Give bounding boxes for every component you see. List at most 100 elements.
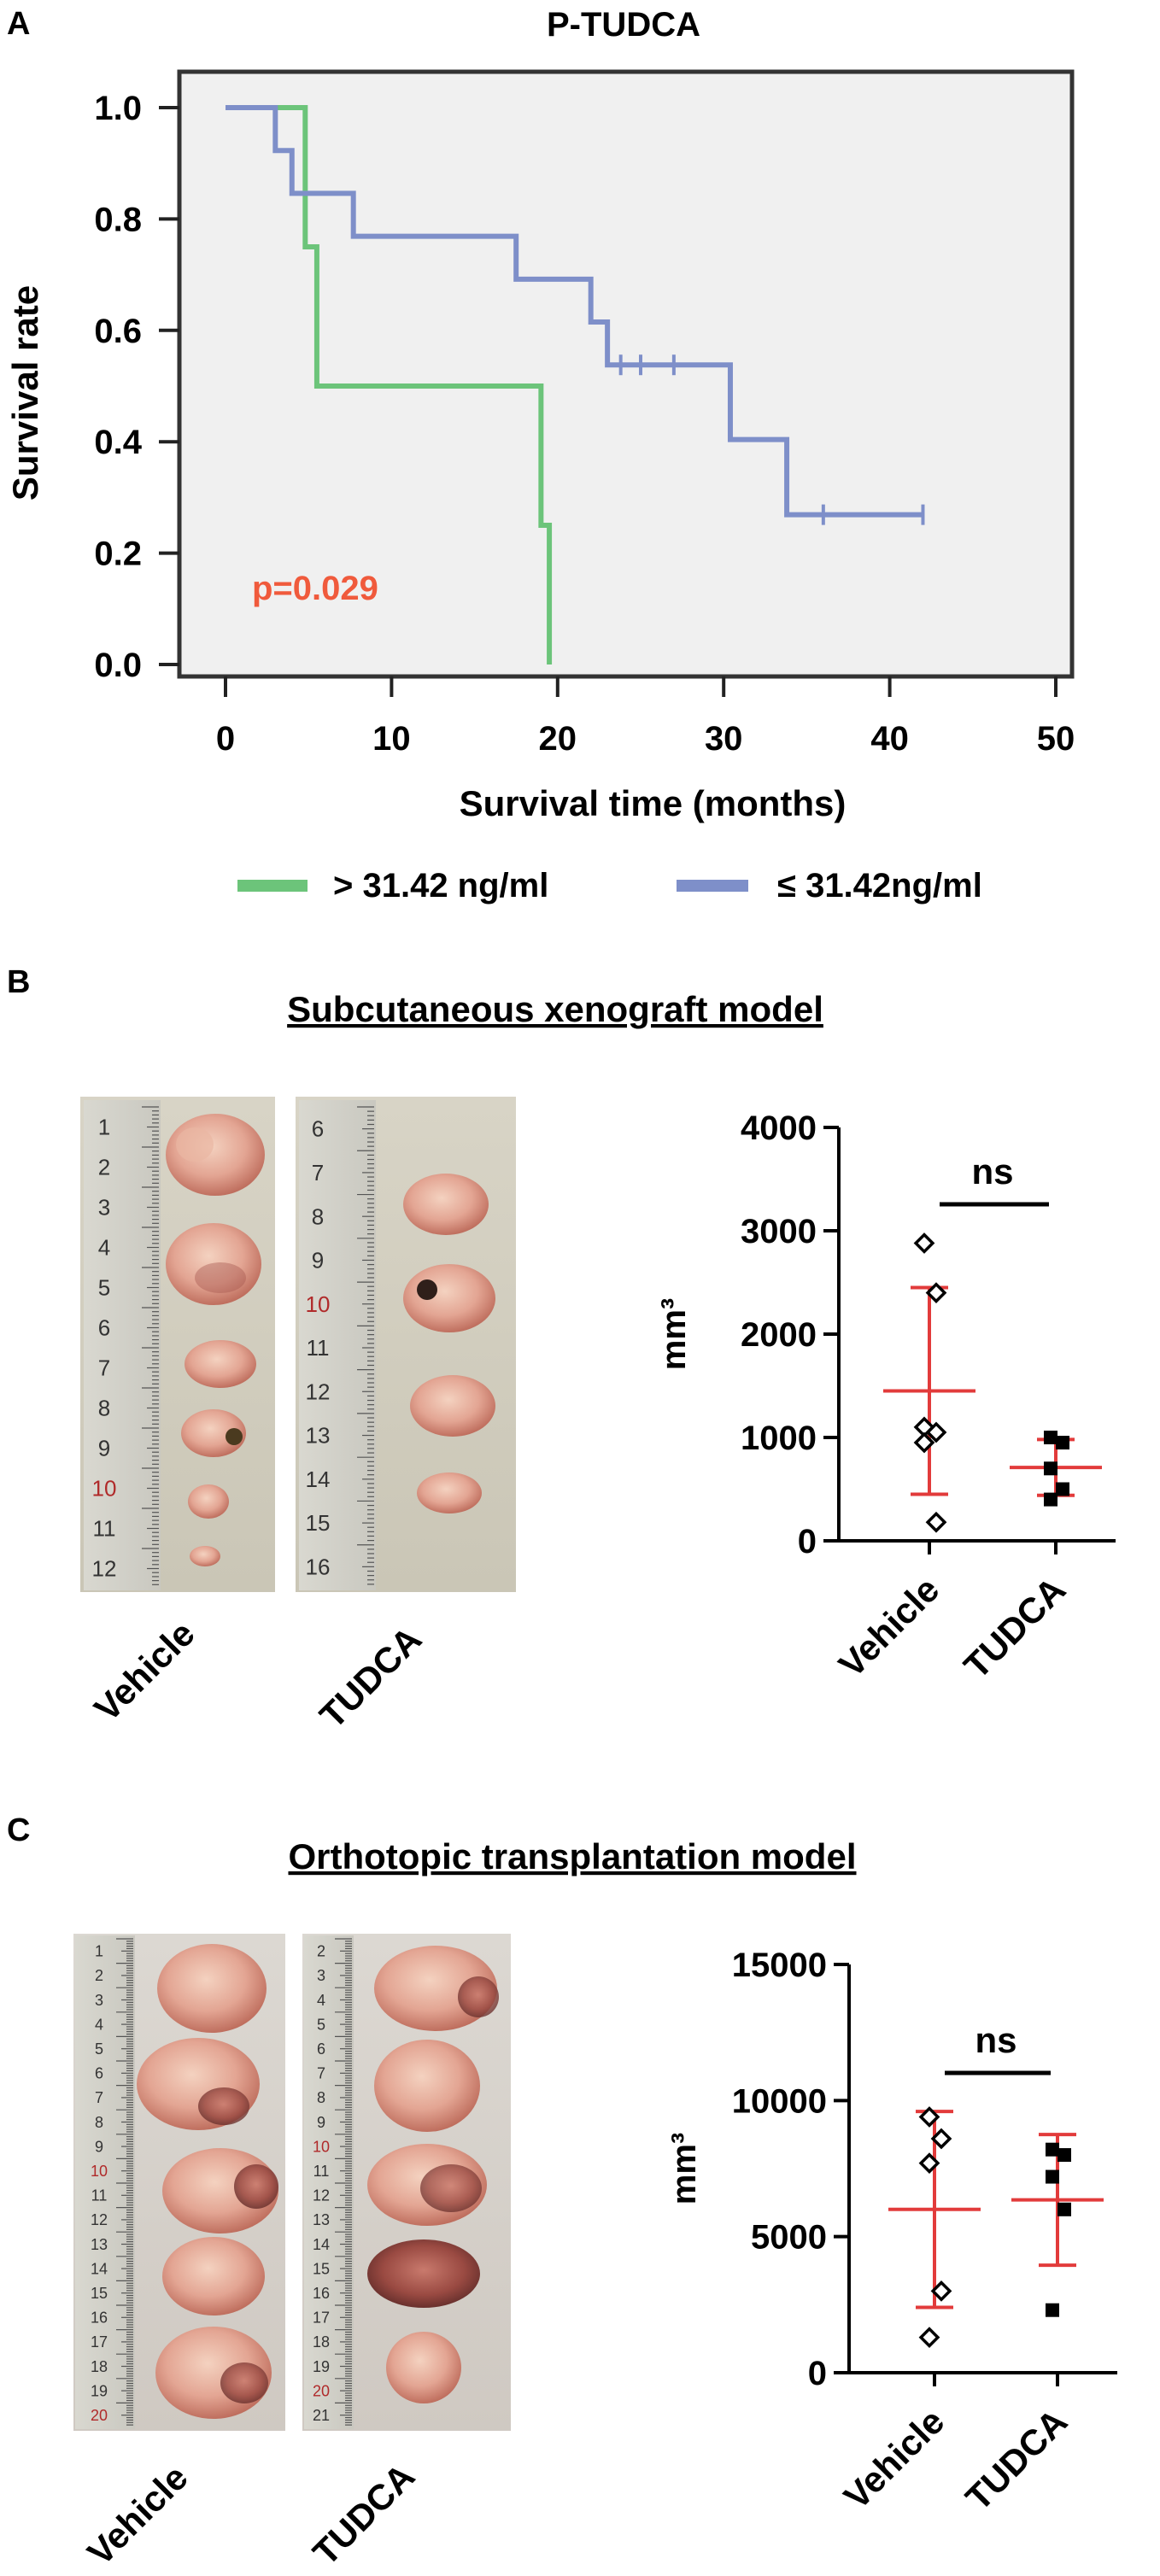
ruler-label: 9 <box>317 2114 325 2131</box>
ruler-label: 6 <box>98 1315 110 1341</box>
tumors-c-tudca <box>367 1946 499 2403</box>
ruler-label: 14 <box>313 2236 330 2253</box>
km-x-tick-label: 20 <box>539 720 577 758</box>
ruler-label: 8 <box>312 1203 324 1229</box>
photo-c-label-vehicle: Vehicle <box>79 2457 196 2573</box>
legend-label-high: > 31.42 ng/ml <box>333 867 548 905</box>
ruler-label: 17 <box>91 2333 108 2351</box>
significance-label: ns <box>975 2020 1016 2060</box>
data-point-vehicle <box>918 2152 940 2175</box>
data-point-tudca <box>1044 1431 1057 1444</box>
ruler-label: 14 <box>306 1467 331 1492</box>
ruler-label: 1 <box>95 1943 103 1960</box>
ruler-label: 15 <box>91 2285 108 2302</box>
km-y-tick-label: 1.0 <box>94 90 142 127</box>
ruler-label: 5 <box>95 2040 103 2058</box>
data-point-tudca <box>1046 2142 1059 2157</box>
ruler-label: 9 <box>98 1436 110 1461</box>
dot-y-tick-label: 1000 <box>741 1420 817 1457</box>
photo-c-label-tudca: TUDCA <box>305 2456 422 2573</box>
km-y-axis: 0.0 0.2 0.4 0.6 0.8 1.0 <box>94 90 179 684</box>
ruler-label: 8 <box>98 1396 110 1421</box>
panel-c: C Orthotopic transplantation model 12345… <box>7 1812 1117 2573</box>
data-point-vehicle <box>925 1282 947 1303</box>
photo-c-tudca: 2 3 4 5 6 7 8 9 10 11 12 13 14 15 16 17 18 19 20 21 <box>302 1934 511 2431</box>
ruler-label: 10 <box>92 1476 117 1502</box>
ruler-b-right-ticks: 6 7 8 9 10 11 12 13 14 15 16 <box>306 1106 374 1585</box>
ruler-label: 19 <box>91 2382 108 2399</box>
data-point-vehicle <box>918 2106 940 2128</box>
dot-y-tick-label: 0 <box>808 2355 827 2392</box>
ruler-c-right-ticks: 2 3 4 5 6 7 8 9 10 11 12 13 14 15 16 17 18 19 20 21 <box>313 1938 352 2426</box>
ruler-label: 6 <box>317 2040 325 2058</box>
ruler-label: 16 <box>313 2285 330 2302</box>
dot-y-tick-label: 0 <box>798 1523 817 1560</box>
km-curves <box>226 105 925 664</box>
ruler-label: 15 <box>313 2260 330 2277</box>
km-y-label: Survival rate <box>5 285 45 501</box>
dot-x-tick-label: Vehicle <box>831 1569 947 1685</box>
dot-x-tick-label: Vehicle <box>836 2401 952 2517</box>
ruler-label: 8 <box>95 2114 103 2131</box>
ruler-label: 10 <box>306 1291 331 1317</box>
km-x-tick-label: 50 <box>1037 720 1075 758</box>
ruler-label: 18 <box>91 2358 108 2375</box>
panel-c-letter: C <box>7 1812 30 1848</box>
data-point-tudca <box>1056 1436 1069 1450</box>
ruler-label: 6 <box>312 1116 324 1142</box>
panel-b: B Subcutaneous xenograft model 123456789… <box>7 964 1116 1736</box>
km-x-tick-label: 10 <box>372 720 411 758</box>
dot-y-label: mm³ <box>665 2133 703 2204</box>
ruler-label: 16 <box>91 2310 108 2327</box>
km-title: P-TUDCA <box>547 6 700 44</box>
km-x-tick-label: 0 <box>216 720 235 758</box>
ruler-label: 13 <box>91 2236 108 2253</box>
tumors-b-tudca <box>403 1174 495 1513</box>
ruler-label: 19 <box>313 2358 330 2375</box>
ruler-label: 10 <box>91 2163 108 2180</box>
ruler-label: 17 <box>313 2310 330 2327</box>
ruler-label: 7 <box>98 1355 110 1381</box>
tumors-b-vehicle <box>166 1114 265 1566</box>
ruler-label: 10 <box>313 2138 330 2155</box>
panel-a: A P-TUDCA 0.0 0.2 0.4 0.6 0.8 1.0 0 10 20 30 40 50… <box>5 6 1075 905</box>
data-point-tudca <box>1056 1482 1069 1496</box>
data-point-tudca <box>1057 2148 1071 2163</box>
ruler-label: 11 <box>93 1516 116 1542</box>
ruler-label: 18 <box>313 2333 330 2351</box>
dot-y-tick-label: 15000 <box>732 1947 827 1984</box>
ruler-label: 2 <box>95 1967 103 1984</box>
ruler-label: 9 <box>95 2138 103 2155</box>
dot-y-tick-label: 4000 <box>741 1109 817 1147</box>
ruler-label: 3 <box>95 1992 103 2009</box>
km-y-tick-label: 0.6 <box>94 313 142 350</box>
ruler-label: 4 <box>98 1235 110 1261</box>
photo-b-tudca: 6 7 8 9 10 11 12 13 14 15 16 <box>296 1097 516 1592</box>
ruler-label: 3 <box>98 1195 110 1221</box>
ruler-label: 3 <box>317 1967 325 1984</box>
ruler-label: 16 <box>306 1554 331 1579</box>
ruler-label: 5 <box>98 1275 110 1301</box>
ruler-label: 7 <box>95 2089 103 2106</box>
km-curve-low <box>226 105 923 518</box>
data-point-tudca <box>1044 1461 1057 1476</box>
panel-b-title: Subcutaneous xenograft model <box>287 989 823 1029</box>
ruler-label: 11 <box>91 2187 108 2204</box>
km-x-tick-label: 30 <box>705 720 743 758</box>
data-point-vehicle <box>930 2280 952 2302</box>
ruler-label: 21 <box>313 2407 330 2424</box>
panel-c-title: Orthotopic transplantation model <box>288 1836 856 1876</box>
data-point-vehicle <box>918 2327 940 2348</box>
ruler-label: 11 <box>307 1335 330 1361</box>
dot-y-tick-label: 5000 <box>751 2219 827 2257</box>
ruler-label: 5 <box>317 2016 325 2033</box>
ruler-label: 7 <box>317 2065 325 2082</box>
ruler-label: 2 <box>317 1943 325 1960</box>
photo-b-label-vehicle: Vehicle <box>86 1613 202 1730</box>
ruler-label: 20 <box>313 2382 330 2399</box>
data-point-tudca <box>1044 1492 1057 1507</box>
km-plot-area <box>177 69 1075 679</box>
